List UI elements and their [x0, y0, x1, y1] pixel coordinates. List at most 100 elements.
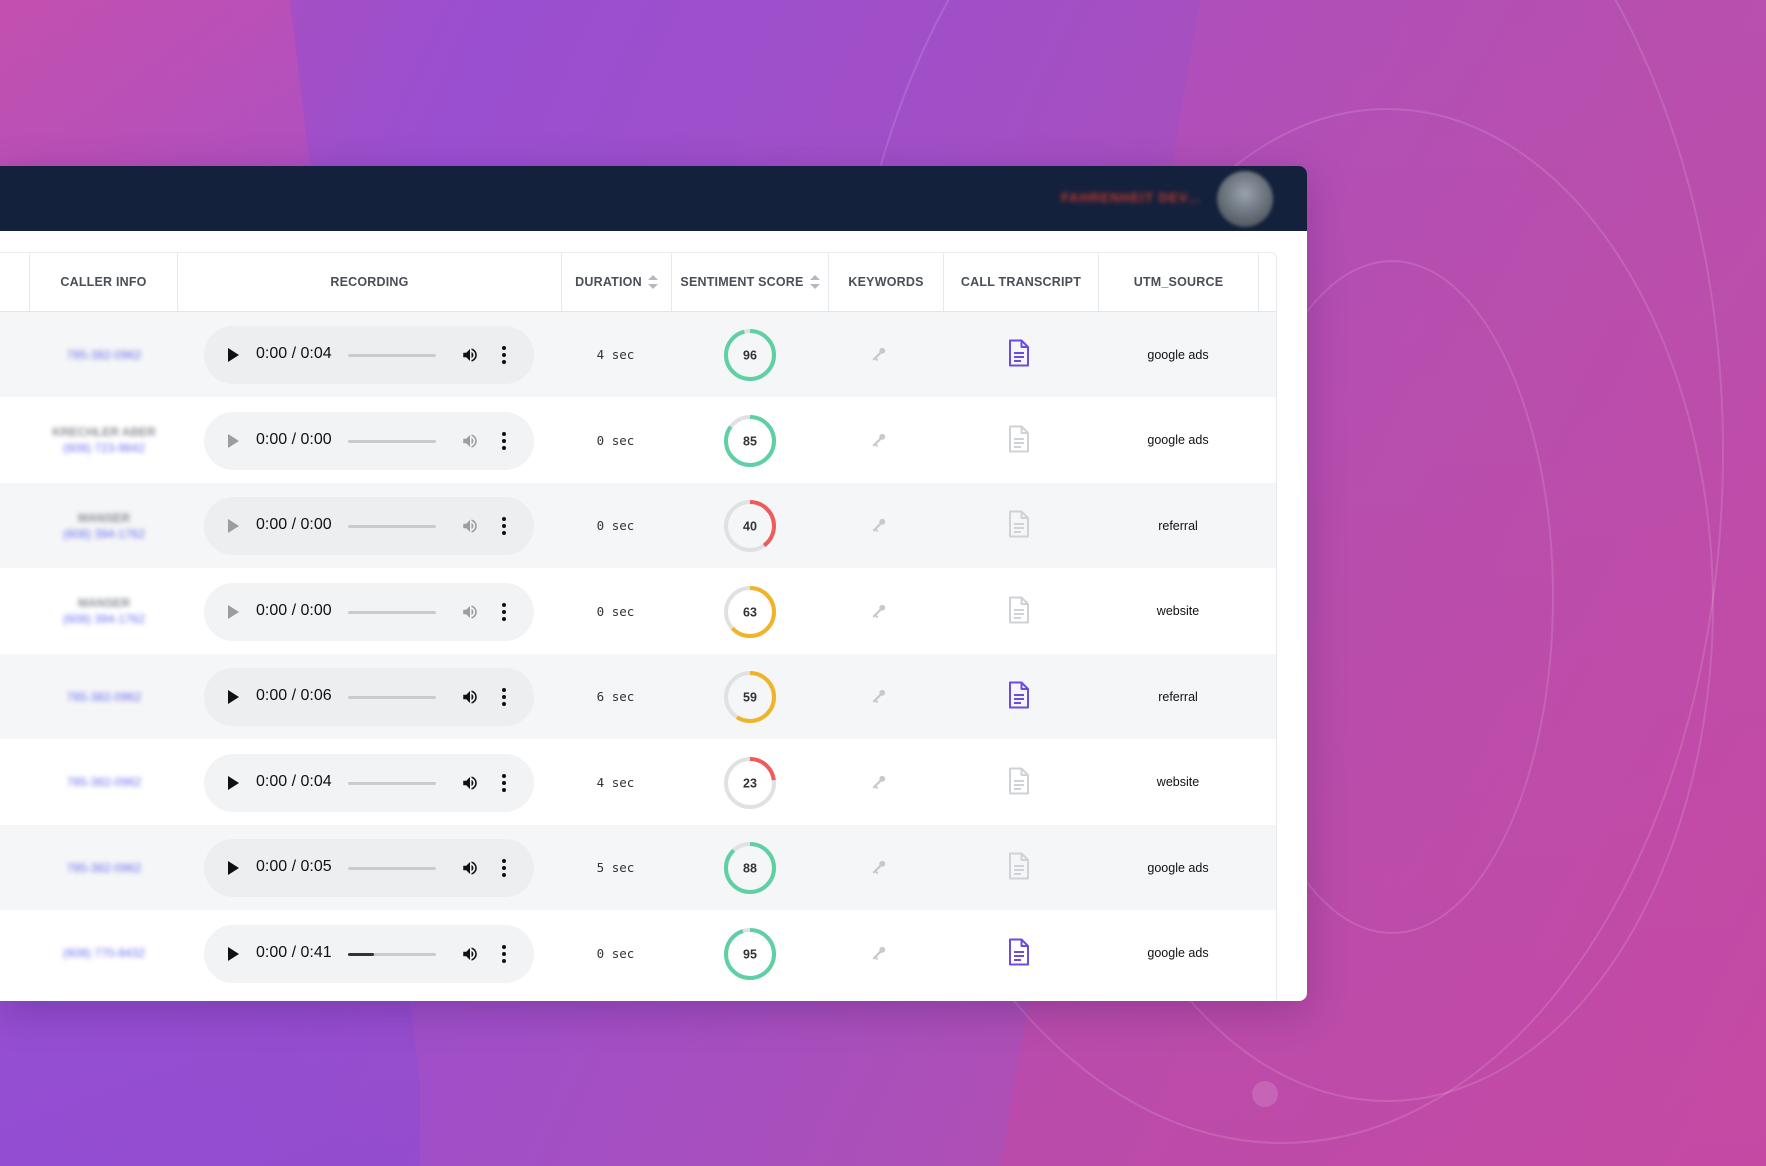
- audio-player[interactable]: 0:00 / 0:00: [204, 411, 534, 470]
- table-row[interactable]: (608) 770-8432 0:00 / 0:41 0 sec 95 goog…: [0, 910, 1276, 996]
- sort-icon[interactable]: [809, 275, 820, 289]
- audio-seek-bar[interactable]: [348, 610, 436, 614]
- key-icon[interactable]: [868, 942, 890, 964]
- key-icon[interactable]: [868, 429, 890, 451]
- audio-player[interactable]: 0:00 / 0:06: [204, 668, 534, 726]
- caller-info[interactable]: KRECHLER ABER (608) 723-9842: [30, 398, 178, 483]
- caller-info[interactable]: 785-382-0962: [30, 654, 178, 739]
- more-vertical-icon[interactable]: [502, 859, 506, 877]
- audio-player[interactable]: 0:00 / 0:04: [204, 326, 534, 384]
- key-icon[interactable]: [868, 343, 890, 365]
- play-icon[interactable]: [228, 348, 239, 362]
- play-icon[interactable]: [228, 690, 239, 704]
- caller-phone[interactable]: (608) 770-8432: [62, 946, 146, 960]
- volume-icon[interactable]: [460, 859, 480, 877]
- caller-info[interactable]: 785-382-0962: [30, 825, 178, 910]
- play-icon[interactable]: [228, 946, 239, 961]
- avatar[interactable]: [1217, 171, 1273, 227]
- audio-player[interactable]: 0:00 / 0:41: [204, 924, 534, 983]
- caller-info[interactable]: 785-382-0962: [30, 312, 178, 397]
- sentiment-score-value: 63: [743, 605, 757, 619]
- audio-player[interactable]: 0:00 / 0:05: [204, 839, 534, 897]
- caller-phone[interactable]: 785-382-0962: [66, 689, 142, 704]
- audio-seek-bar[interactable]: [348, 439, 436, 443]
- caller-phone[interactable]: (608) 723-9842: [62, 441, 146, 455]
- caller-name: MANSER: [77, 510, 130, 525]
- more-vertical-icon[interactable]: [502, 602, 506, 621]
- header-label: CALLER INFO: [60, 275, 147, 289]
- play-icon[interactable]: [228, 519, 239, 533]
- play-icon[interactable]: [228, 604, 239, 619]
- caller-info[interactable]: MANSER (608) 394-1762: [30, 483, 178, 568]
- table-row[interactable]: MANSER (608) 394-1762 0:00 / 0:00 0 sec …: [0, 483, 1276, 568]
- caller-name: MANSER: [77, 596, 130, 610]
- volume-icon[interactable]: [460, 688, 480, 706]
- more-vertical-icon[interactable]: [502, 346, 506, 364]
- audio-player[interactable]: 0:00 / 0:00: [204, 582, 534, 641]
- document-icon[interactable]: [1008, 681, 1030, 709]
- document-icon[interactable]: [1008, 938, 1030, 966]
- table-row[interactable]: 785-382-0962 0:00 / 0:06 6 sec 59 referr…: [0, 654, 1276, 739]
- caller-info[interactable]: (608) 770-8432: [30, 911, 178, 996]
- caller-phone[interactable]: (608) 394-1762: [62, 612, 146, 626]
- table-row[interactable]: 785-382-0962 0:00 / 0:05 5 sec 88 google…: [0, 825, 1276, 910]
- audio-seek-bar[interactable]: [348, 525, 436, 528]
- audio-player[interactable]: 0:00 / 0:04: [204, 753, 534, 812]
- header-utm-source[interactable]: UTM_SOURCE: [1099, 253, 1259, 311]
- key-icon[interactable]: [868, 771, 890, 793]
- utm-source: google ads: [1147, 860, 1209, 875]
- play-icon[interactable]: [228, 775, 239, 790]
- caller-phone[interactable]: (608) 394-1762: [62, 526, 146, 541]
- sort-icon[interactable]: [647, 275, 658, 289]
- audio-time: 0:00 / 0:00: [256, 601, 332, 619]
- column-prev-edge: [0, 253, 30, 311]
- header-label: DURATION: [575, 275, 642, 289]
- header-duration[interactable]: DURATION: [562, 253, 672, 311]
- audio-time: 0:00 / 0:00: [256, 430, 332, 448]
- duration: 0 sec: [596, 603, 635, 619]
- volume-icon[interactable]: [460, 603, 480, 621]
- header-recording[interactable]: RECORDING: [178, 253, 562, 311]
- app-window: FAHRENHEIT DEV... CALLER INFO RECORDING …: [0, 166, 1307, 1001]
- volume-icon[interactable]: [460, 432, 480, 450]
- audio-player[interactable]: 0:00 / 0:00: [204, 497, 534, 555]
- volume-icon[interactable]: [460, 346, 480, 364]
- header-keywords[interactable]: KEYWORDS: [829, 253, 944, 311]
- audio-seek-bar[interactable]: [348, 354, 436, 357]
- caller-phone[interactable]: 785-382-0962: [66, 347, 142, 362]
- document-icon[interactable]: [1008, 339, 1030, 367]
- play-icon[interactable]: [228, 861, 239, 875]
- more-vertical-icon[interactable]: [502, 688, 506, 706]
- table-row[interactable]: 785-382-0962 0:00 / 0:04 4 sec 96 google…: [0, 312, 1276, 397]
- user-name[interactable]: FAHRENHEIT DEV...: [1060, 190, 1201, 205]
- key-icon[interactable]: [868, 685, 890, 707]
- table-row[interactable]: MANSER (608) 394-1762 0:00 / 0:00 0 sec …: [0, 568, 1276, 654]
- audio-seek-bar[interactable]: [348, 867, 436, 870]
- caller-phone[interactable]: 785-382-0962: [66, 860, 142, 875]
- volume-icon[interactable]: [460, 517, 480, 535]
- more-vertical-icon[interactable]: [502, 517, 506, 535]
- audio-seek-bar[interactable]: [348, 696, 436, 699]
- header-sentiment-score[interactable]: SENTIMENT SCORE: [672, 253, 829, 311]
- caller-info[interactable]: MANSER (608) 394-1762: [30, 569, 178, 654]
- utm-source: google ads: [1147, 347, 1209, 362]
- table-row[interactable]: KRECHLER ABER (608) 723-9842 0:00 / 0:00…: [0, 397, 1276, 483]
- play-icon[interactable]: [228, 433, 239, 448]
- key-icon[interactable]: [868, 600, 890, 622]
- sentiment-score-gauge: 40: [724, 500, 776, 552]
- header-call-transcript[interactable]: CALL TRANSCRIPT: [944, 253, 1099, 311]
- table-row[interactable]: 785-382-0962 0:00 / 0:04 4 sec 23 websit…: [0, 739, 1276, 825]
- caller-phone[interactable]: 785-382-0962: [66, 775, 142, 789]
- header-caller-info[interactable]: CALLER INFO: [30, 253, 178, 311]
- volume-icon[interactable]: [460, 774, 480, 792]
- audio-seek-bar[interactable]: [348, 952, 436, 956]
- volume-icon[interactable]: [460, 945, 480, 963]
- key-icon[interactable]: [868, 856, 890, 878]
- more-vertical-icon[interactable]: [502, 773, 506, 792]
- audio-seek-bar[interactable]: [348, 781, 436, 785]
- utm-source: google ads: [1147, 946, 1209, 960]
- more-vertical-icon[interactable]: [502, 431, 506, 450]
- caller-info[interactable]: 785-382-0962: [30, 740, 178, 825]
- key-icon[interactable]: [868, 514, 890, 536]
- more-vertical-icon[interactable]: [502, 944, 506, 963]
